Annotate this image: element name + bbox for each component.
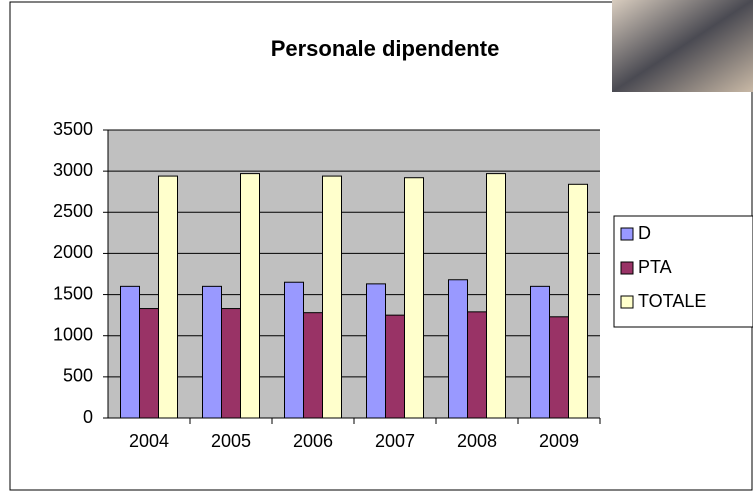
bar <box>549 316 569 419</box>
bar <box>202 285 222 419</box>
bar <box>385 314 405 419</box>
x-tick-label: 2005 <box>211 431 251 451</box>
y-tick-label: 3000 <box>53 160 93 180</box>
x-tick-label: 2007 <box>375 431 415 451</box>
legend-label: TOTALE <box>638 291 706 311</box>
x-tick-label: 2009 <box>539 431 579 451</box>
y-tick-label: 2500 <box>53 201 93 221</box>
bar <box>322 175 342 419</box>
bar <box>120 285 140 419</box>
x-tick-label: 2008 <box>457 431 497 451</box>
bar <box>568 183 588 419</box>
bar <box>240 173 260 419</box>
bar <box>448 279 468 419</box>
bar <box>284 281 304 419</box>
legend-label: PTA <box>638 257 672 277</box>
y-tick-label: 2000 <box>53 242 93 262</box>
bar <box>221 308 241 419</box>
y-tick-label: 1500 <box>53 283 93 303</box>
y-tick-label: 0 <box>83 407 93 427</box>
legend-label: D <box>638 223 651 243</box>
bar <box>158 175 178 419</box>
bar <box>303 312 323 419</box>
y-tick-label: 500 <box>63 366 93 386</box>
chart-title: Personale dipendente <box>271 36 500 61</box>
x-tick-label: 2006 <box>293 431 333 451</box>
legend <box>613 215 753 328</box>
x-tick-label: 2004 <box>129 431 169 451</box>
legend-swatch <box>620 295 634 309</box>
bar <box>139 308 159 419</box>
y-tick-label: 3500 <box>53 119 93 139</box>
legend-swatch <box>620 227 634 241</box>
plot-area <box>108 130 600 418</box>
bar <box>404 177 424 419</box>
bar <box>366 283 386 419</box>
legend-swatch <box>620 261 634 275</box>
y-tick-label: 1000 <box>53 324 93 344</box>
photo <box>612 0 753 92</box>
bar <box>486 173 506 419</box>
bar <box>467 311 487 419</box>
bar <box>530 285 550 419</box>
